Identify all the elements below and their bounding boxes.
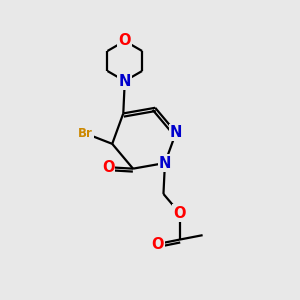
Text: O: O xyxy=(102,160,114,175)
Text: O: O xyxy=(118,34,131,49)
Text: O: O xyxy=(151,236,164,251)
Text: O: O xyxy=(173,206,186,220)
Text: Br: Br xyxy=(78,127,93,140)
Text: N: N xyxy=(159,155,171,170)
Text: N: N xyxy=(170,125,182,140)
Text: N: N xyxy=(118,74,131,88)
